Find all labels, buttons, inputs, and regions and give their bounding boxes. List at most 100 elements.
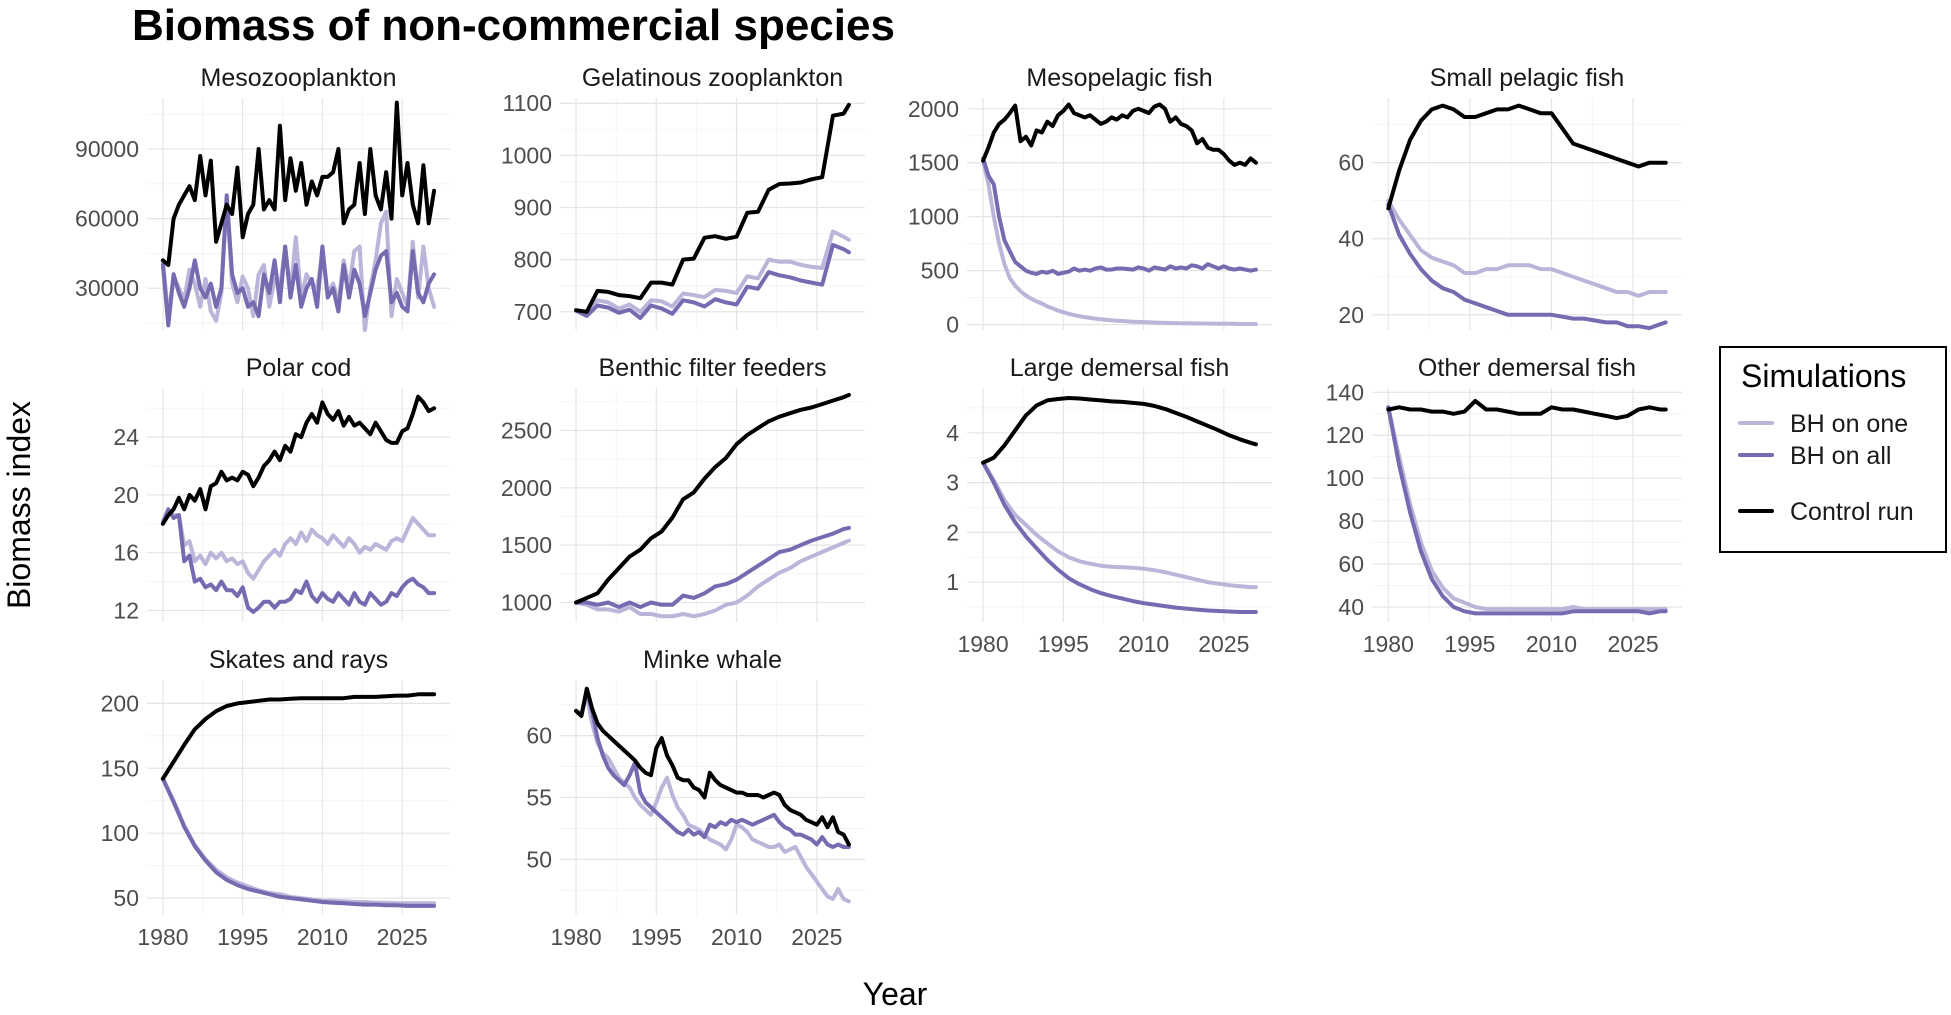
panel-mesopelagic-fish: Mesopelagic fish 0 500 1000 1500 2000 bbox=[908, 64, 1272, 338]
panel-title-mesopelagic-fish: Mesopelagic fish bbox=[1026, 64, 1212, 92]
y-tick-label: 80 bbox=[1338, 508, 1364, 534]
panel-title-benthic-filter-feeders: Benthic filter feeders bbox=[599, 354, 827, 382]
x-tick-label: 1995 bbox=[631, 924, 682, 950]
y-tick-label: 1000 bbox=[501, 590, 552, 616]
series-line-bh-on-one bbox=[574, 694, 851, 904]
y-tick-label: 40 bbox=[1338, 594, 1364, 620]
x-tick-label: 1980 bbox=[1363, 631, 1414, 657]
y-tick-label: 900 bbox=[514, 194, 552, 220]
series-line-control-run bbox=[574, 686, 851, 847]
legend: Simulations BH on one BH on all Control … bbox=[1719, 346, 1947, 553]
x-tick-label: 1995 bbox=[1444, 631, 1495, 657]
y-tick-label: 60 bbox=[1338, 150, 1364, 176]
series-line-bh-on-one bbox=[1386, 405, 1668, 612]
series-line-bh-on-all bbox=[160, 507, 437, 614]
series-line-bh-on-all bbox=[981, 460, 1258, 614]
series-line-bh-on-all bbox=[1386, 405, 1668, 616]
facet-panels: Mesozooplankton 30000 60000 90000 Gelatinous… bbox=[75, 64, 1682, 950]
panel-small-pelagic-fish: Small pelagic fish 20 40 60 bbox=[1338, 64, 1682, 331]
x-tick-label: 2010 bbox=[297, 924, 348, 950]
y-tick-label: 20 bbox=[113, 482, 139, 508]
series-line-control-run bbox=[160, 692, 437, 781]
panel-skates-and-rays: Skates and rays 50 100 150 200 1980 1995 2010 20… bbox=[101, 646, 450, 950]
y-tick-label: 40 bbox=[1338, 226, 1364, 252]
y-tick-label: 4 bbox=[946, 420, 959, 446]
series-line-control-run bbox=[981, 102, 1258, 167]
y-tick-label: 1500 bbox=[908, 150, 959, 176]
legend-label-bh-on-one: BH on one bbox=[1790, 410, 1908, 438]
x-tick-label: 1995 bbox=[217, 924, 268, 950]
panel-title-gelatinous-zooplankton: Gelatinous zooplankton bbox=[582, 64, 843, 92]
figure-title: Biomass of non-commercial species bbox=[132, 1, 895, 50]
panel-benthic-filter-feeders: Benthic filter feeders 1000 1500 2000 2500 bbox=[501, 354, 865, 622]
legend-label-bh-on-all: BH on all bbox=[1790, 442, 1891, 470]
y-tick-label: 60 bbox=[1338, 551, 1364, 577]
legend-label-control-run: Control run bbox=[1790, 498, 1914, 526]
y-tick-label: 55 bbox=[526, 785, 552, 811]
x-tick-label: 2010 bbox=[1526, 631, 1577, 657]
series-line-bh-on-one bbox=[160, 198, 437, 332]
legend-title: Simulations bbox=[1741, 358, 1906, 394]
x-tick-label: 2010 bbox=[711, 924, 762, 950]
y-tick-label: 50 bbox=[113, 885, 139, 911]
panel-other-demersal-fish: Other demersal fish 40 60 80 100 120 140 1980 19… bbox=[1326, 354, 1682, 657]
x-tick-label: 2025 bbox=[377, 924, 428, 950]
y-tick-label: 500 bbox=[921, 258, 959, 284]
series-line-control-run bbox=[160, 394, 437, 526]
series-line-bh-on-all bbox=[574, 243, 851, 320]
y-tick-label: 12 bbox=[113, 597, 139, 623]
panel-title-other-demersal-fish: Other demersal fish bbox=[1418, 354, 1636, 382]
y-tick-label: 16 bbox=[113, 540, 139, 566]
y-tick-label: 800 bbox=[514, 247, 552, 273]
y-tick-label: 1100 bbox=[503, 90, 552, 116]
series-line-control-run bbox=[160, 100, 437, 267]
series-line-bh-on-all bbox=[160, 193, 437, 328]
legend-box bbox=[1719, 346, 1947, 553]
y-tick-label: 1500 bbox=[501, 532, 552, 558]
series-line-bh-on-all bbox=[574, 525, 851, 610]
panel-mesozooplankton: Mesozooplankton 30000 60000 90000 bbox=[75, 64, 450, 332]
series-line-bh-on-all bbox=[160, 776, 437, 908]
panel-title-large-demersal-fish: Large demersal fish bbox=[1010, 354, 1230, 382]
x-tick-label: 2025 bbox=[1607, 631, 1658, 657]
y-tick-label: 60000 bbox=[75, 206, 139, 232]
y-tick-label: 100 bbox=[1326, 465, 1364, 491]
y-tick-label: 140 bbox=[1326, 379, 1364, 405]
y-tick-label: 24 bbox=[113, 424, 139, 450]
panel-minke-whale: Minke whale 50 55 60 1980 1995 2010 2025 bbox=[526, 646, 865, 950]
series-line-control-run bbox=[574, 102, 851, 314]
series-line-control-run bbox=[1386, 103, 1668, 211]
panel-title-mesozooplankton: Mesozooplankton bbox=[201, 64, 397, 92]
y-tick-label: 60 bbox=[526, 723, 552, 749]
x-tick-label: 1980 bbox=[957, 631, 1008, 657]
y-tick-label: 150 bbox=[101, 755, 139, 781]
y-tick-label: 200 bbox=[101, 690, 139, 716]
series-line-bh-on-all bbox=[1386, 202, 1668, 331]
series-line-bh-on-all bbox=[981, 156, 1258, 276]
y-tick-label: 2500 bbox=[501, 417, 552, 443]
x-tick-label: 2025 bbox=[1198, 631, 1249, 657]
y-tick-label: 120 bbox=[1326, 422, 1364, 448]
y-tick-label: 2 bbox=[946, 519, 959, 545]
x-tick-label: 2025 bbox=[791, 924, 842, 950]
series-line-bh-on-all bbox=[574, 689, 851, 849]
series-line-bh-on-one bbox=[981, 158, 1258, 327]
x-axis-title: Year bbox=[863, 976, 928, 1012]
panel-title-polar-cod: Polar cod bbox=[246, 354, 352, 382]
y-tick-label: 90000 bbox=[75, 136, 139, 162]
series-line-bh-on-one bbox=[160, 507, 437, 581]
panel-polar-cod: Polar cod 12 16 20 24 bbox=[113, 354, 450, 623]
panel-title-small-pelagic-fish: Small pelagic fish bbox=[1430, 64, 1625, 92]
y-tick-label: 50 bbox=[526, 846, 552, 872]
y-tick-label: 700 bbox=[514, 299, 552, 325]
series-line-control-run bbox=[1386, 398, 1668, 421]
y-axis-title: Biomass index bbox=[1, 401, 37, 609]
y-tick-label: 100 bbox=[101, 820, 139, 846]
series-line-bh-on-one bbox=[574, 538, 851, 619]
series-line-bh-on-one bbox=[160, 776, 437, 906]
x-tick-label: 2010 bbox=[1118, 631, 1169, 657]
y-tick-label: 30000 bbox=[75, 275, 139, 301]
series-line-bh-on-one bbox=[981, 460, 1258, 590]
y-tick-label: 1000 bbox=[908, 204, 959, 230]
